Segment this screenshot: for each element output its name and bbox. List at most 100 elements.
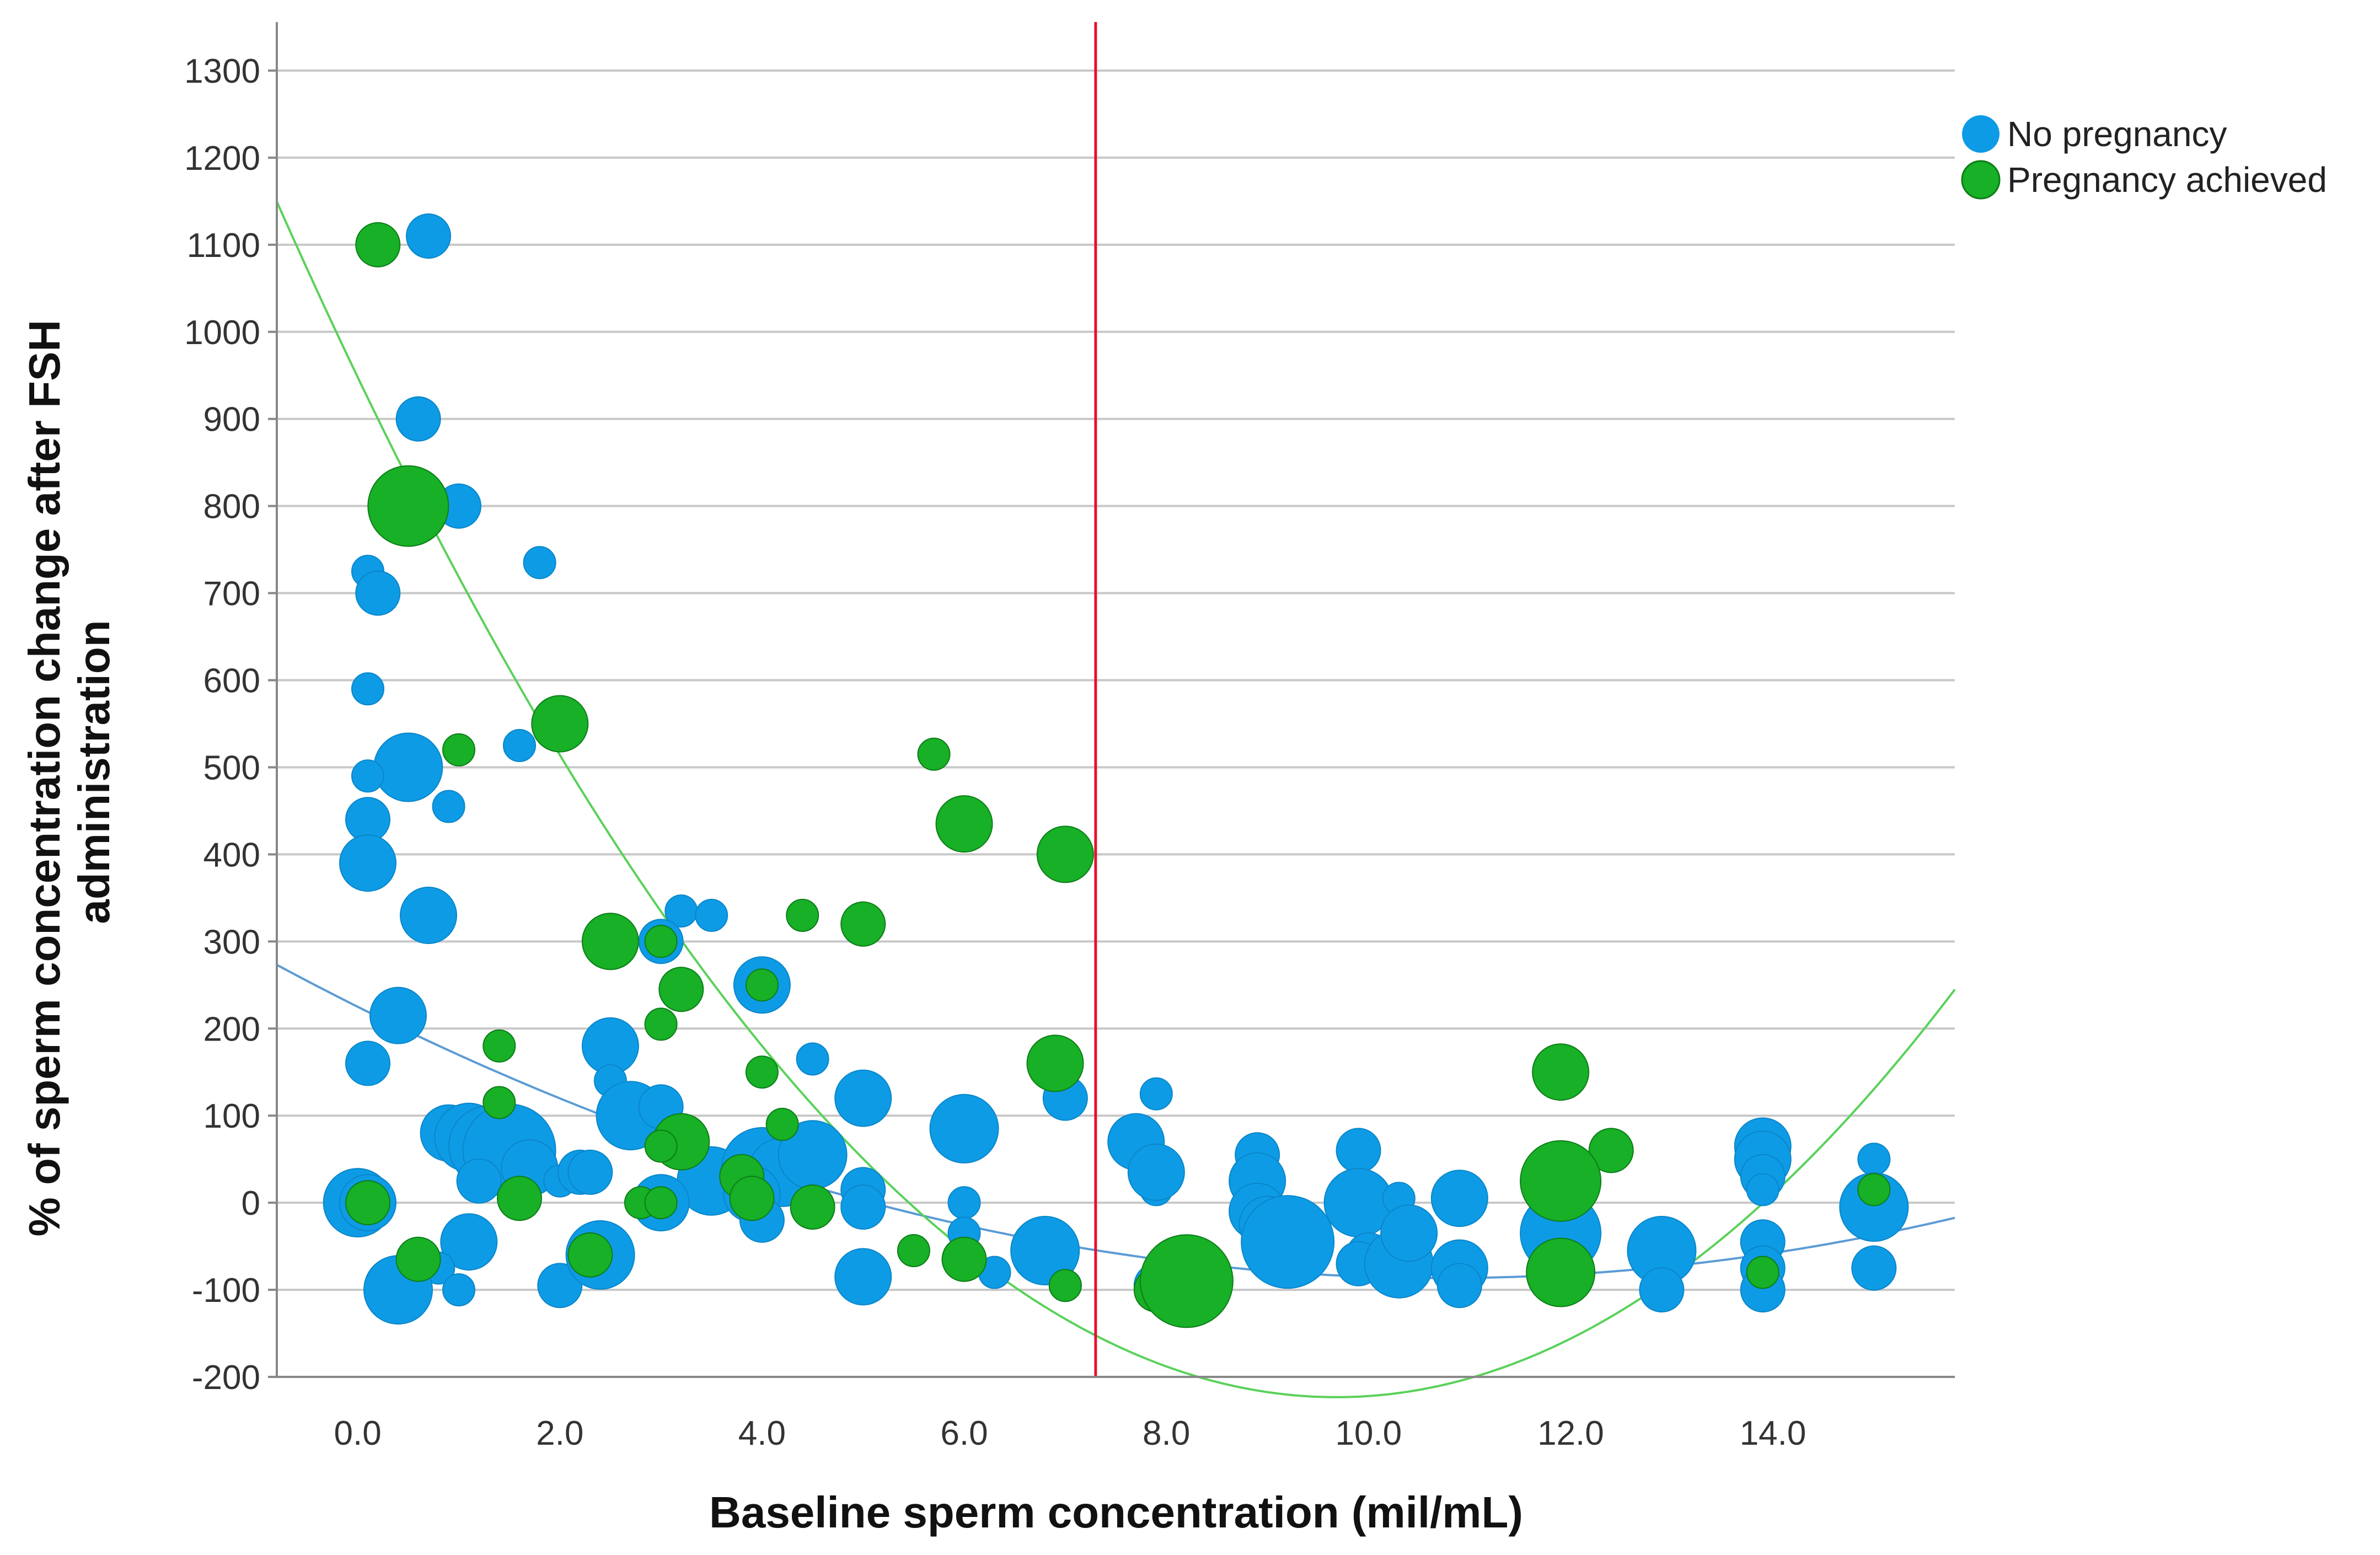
data-point-pregnancy xyxy=(355,222,401,267)
data-point-no-pregnancy xyxy=(440,1213,498,1271)
y-axis-title-line-1: % of sperm concentration change after FS… xyxy=(20,320,69,1237)
data-point-no-pregnancy xyxy=(406,213,451,259)
data-point-pregnancy xyxy=(581,913,639,970)
data-point-no-pregnancy xyxy=(1639,1267,1685,1313)
data-point-pregnancy xyxy=(345,1180,390,1226)
data-point-no-pregnancy xyxy=(1336,1128,1381,1173)
data-point-pregnancy xyxy=(1746,1256,1779,1289)
data-point-pregnancy xyxy=(644,1186,678,1220)
data-point-pregnancy xyxy=(395,1236,441,1282)
data-point-pregnancy xyxy=(941,1236,987,1282)
data-point-pregnancy xyxy=(1036,825,1094,883)
x-tick-label: 0.0 xyxy=(334,1414,382,1452)
data-point-no-pregnancy xyxy=(432,790,465,823)
y-tick-label: -100 xyxy=(192,1272,260,1310)
data-point-no-pregnancy xyxy=(834,1248,892,1306)
data-point-no-pregnancy xyxy=(395,396,441,442)
y-tick-label: 400 xyxy=(203,836,260,874)
data-point-no-pregnancy xyxy=(1010,1216,1080,1285)
x-tick-label: 14.0 xyxy=(1740,1414,1807,1452)
data-point-no-pregnancy xyxy=(695,899,728,932)
data-point-pregnancy xyxy=(483,1029,516,1063)
y-tick-label: 600 xyxy=(203,662,260,700)
y-tick-label: 300 xyxy=(203,923,260,961)
data-point-no-pregnancy xyxy=(929,1093,999,1163)
data-point-pregnancy xyxy=(745,1055,779,1089)
data-point-no-pregnancy xyxy=(1851,1245,1897,1291)
x-tick-label: 12.0 xyxy=(1537,1414,1604,1452)
data-point-no-pregnancy xyxy=(537,1263,583,1309)
y-tick-label: 0 xyxy=(242,1184,260,1222)
data-point-no-pregnancy xyxy=(947,1186,981,1220)
x-tick-label: 6.0 xyxy=(940,1414,988,1452)
x-tick-label: 10.0 xyxy=(1335,1414,1402,1452)
data-point-pregnancy xyxy=(745,968,779,1002)
data-point-pregnancy xyxy=(442,733,475,766)
data-point-no-pregnancy xyxy=(503,729,536,762)
data-point-no-pregnancy xyxy=(1380,1204,1438,1262)
data-point-no-pregnancy xyxy=(1127,1143,1185,1201)
data-point-no-pregnancy xyxy=(1241,1195,1335,1289)
data-point-pregnancy xyxy=(917,737,951,771)
data-point-pregnancy xyxy=(1026,1034,1084,1092)
legend-marker-pregnancy xyxy=(1961,160,2001,200)
data-point-pregnancy xyxy=(935,795,993,853)
data-point-pregnancy xyxy=(1857,1173,1891,1207)
pregnancy-points xyxy=(345,222,1891,1328)
data-point-no-pregnancy xyxy=(1746,1173,1779,1207)
data-point-pregnancy xyxy=(1520,1140,1602,1222)
data-point-no-pregnancy xyxy=(351,759,384,793)
data-point-pregnancy xyxy=(483,1086,516,1119)
data-point-pregnancy xyxy=(897,1234,930,1267)
legend-label-pregnancy: Pregnancy achieved xyxy=(2007,160,2327,200)
data-point-no-pregnancy xyxy=(567,1149,613,1195)
data-point-pregnancy xyxy=(644,925,678,958)
legend-label-no-pregnancy: No pregnancy xyxy=(2007,114,2227,154)
data-point-pregnancy xyxy=(497,1176,542,1221)
data-point-pregnancy xyxy=(1532,1043,1590,1101)
y-tick-label: 900 xyxy=(203,401,260,439)
y-tick-labels: -200 -100 0 100 200 300 400 500 600 700 800 900 1000… xyxy=(184,52,277,1397)
data-point-no-pregnancy xyxy=(442,1273,475,1307)
data-point-no-pregnancy xyxy=(796,1042,829,1076)
data-point-no-pregnancy xyxy=(523,546,556,580)
y-tick-label: 500 xyxy=(203,749,260,787)
data-point-no-pregnancy xyxy=(373,732,443,802)
y-tick-label: 700 xyxy=(203,575,260,613)
grid-lines xyxy=(277,69,1955,1291)
data-point-pregnancy xyxy=(765,1108,799,1141)
data-point-pregnancy xyxy=(644,1129,678,1163)
data-point-pregnancy xyxy=(644,1007,678,1041)
y-tick-label: 1200 xyxy=(184,140,260,178)
legend-marker-no-pregnancy xyxy=(1962,115,2000,153)
data-point-no-pregnancy xyxy=(339,834,396,892)
y-tick-label: 200 xyxy=(203,1010,260,1048)
axes xyxy=(276,22,1955,1378)
x-tick-labels: 0.0 2.0 4.0 6.0 8.0 10.0 12.0 14.0 xyxy=(334,1414,1807,1452)
data-point-no-pregnancy xyxy=(834,1069,892,1127)
y-tick-label: 100 xyxy=(203,1097,260,1135)
data-point-no-pregnancy xyxy=(369,986,427,1044)
data-point-pregnancy xyxy=(1588,1128,1634,1173)
x-axis-title: Baseline sperm concentration (mil/mL) xyxy=(709,1488,1523,1537)
y-tick-label: 1300 xyxy=(184,52,260,90)
data-point-no-pregnancy xyxy=(840,1184,886,1230)
data-point-pregnancy xyxy=(790,1184,835,1230)
data-point-no-pregnancy xyxy=(345,1041,390,1086)
data-point-no-pregnancy xyxy=(1436,1263,1482,1309)
data-point-no-pregnancy xyxy=(1839,1172,1909,1242)
data-point-pregnancy xyxy=(1139,1234,1234,1328)
x-tick-label: 2.0 xyxy=(536,1414,583,1452)
data-point-pregnancy xyxy=(531,695,589,753)
y-tick-label: 1100 xyxy=(187,227,260,265)
data-point-pregnancy xyxy=(786,899,819,932)
data-point-no-pregnancy xyxy=(1857,1143,1891,1176)
y-tick-label: 1000 xyxy=(184,314,260,352)
y-tick-label: 800 xyxy=(203,488,260,526)
data-point-no-pregnancy xyxy=(351,672,384,706)
data-point-pregnancy xyxy=(1048,1269,1082,1302)
data-point-no-pregnancy xyxy=(1430,1170,1488,1227)
y-axis-title: % of sperm concentration change after FS… xyxy=(20,308,119,1237)
data-point-pregnancy xyxy=(1526,1237,1596,1307)
